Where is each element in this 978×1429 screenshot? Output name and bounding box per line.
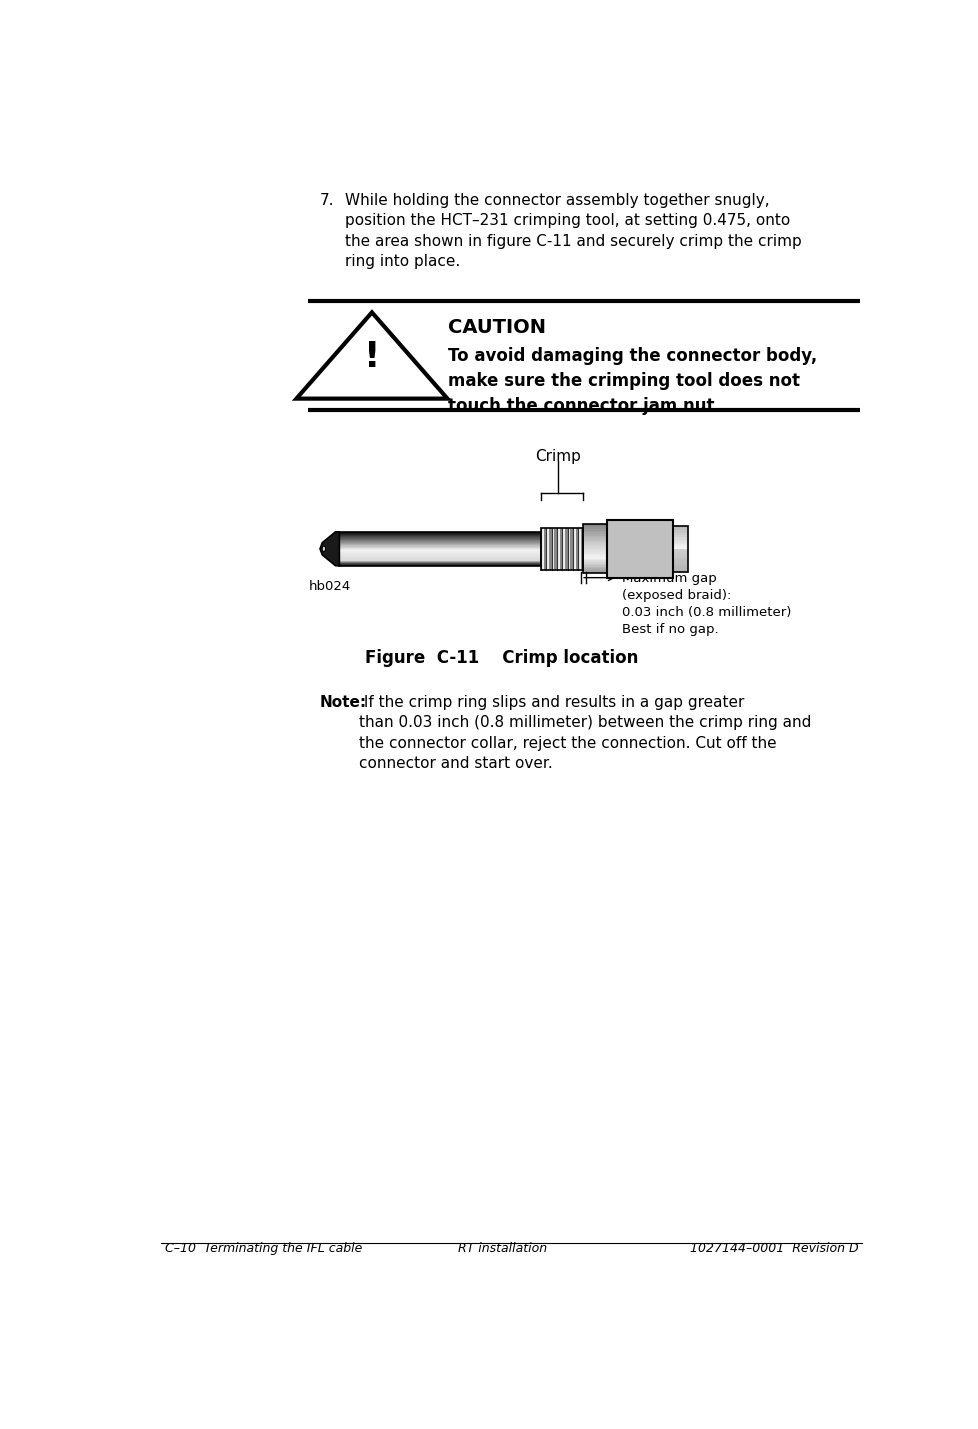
Bar xyxy=(561,527,564,570)
Bar xyxy=(546,527,549,570)
Bar xyxy=(672,549,688,552)
Bar xyxy=(569,527,572,570)
Text: !: ! xyxy=(363,340,379,374)
Text: If the crimp ring slips and results in a gap greater
than 0.03 inch (0.8 millime: If the crimp ring slips and results in a… xyxy=(358,694,811,772)
Bar xyxy=(583,539,606,540)
Bar xyxy=(583,550,606,552)
Text: Crimp: Crimp xyxy=(534,449,580,463)
Text: Figure  C-11    Crimp location: Figure C-11 Crimp location xyxy=(365,649,639,667)
Text: Note:: Note: xyxy=(320,694,367,710)
Bar xyxy=(672,552,688,553)
Bar xyxy=(583,530,606,533)
Bar xyxy=(583,529,606,530)
Bar xyxy=(583,549,606,550)
Bar xyxy=(564,527,567,570)
Text: Maximum gap
(exposed braid):
0.03 inch (0.8 millimeter)
Best if no gap.: Maximum gap (exposed braid): 0.03 inch (… xyxy=(622,572,791,636)
Bar xyxy=(583,557,606,559)
Bar xyxy=(672,569,688,572)
Bar xyxy=(580,527,583,570)
Bar xyxy=(583,552,606,553)
Bar xyxy=(549,527,551,570)
Bar xyxy=(672,546,688,549)
Bar xyxy=(672,567,688,570)
Bar xyxy=(583,534,606,536)
Bar xyxy=(583,563,606,566)
Bar xyxy=(583,543,606,546)
Bar xyxy=(606,520,672,579)
Bar xyxy=(672,537,688,540)
Bar xyxy=(672,542,688,544)
Bar xyxy=(578,527,580,570)
Text: CAUTION: CAUTION xyxy=(447,317,546,337)
Bar xyxy=(672,564,688,567)
Bar xyxy=(672,544,688,546)
Bar xyxy=(540,527,543,570)
Bar xyxy=(583,562,606,563)
Bar xyxy=(672,530,688,533)
Bar xyxy=(583,547,606,549)
Text: C–10  Terminating the IFL cable: C–10 Terminating the IFL cable xyxy=(165,1242,362,1255)
Bar xyxy=(551,527,554,570)
Bar xyxy=(583,524,606,573)
Bar xyxy=(583,556,606,557)
Bar xyxy=(583,569,606,570)
Text: 7.: 7. xyxy=(320,193,334,209)
Bar xyxy=(583,527,606,529)
Bar xyxy=(672,539,688,542)
Bar xyxy=(583,542,606,544)
Bar xyxy=(583,567,606,569)
Bar xyxy=(572,527,575,570)
Bar xyxy=(583,526,606,527)
Bar xyxy=(567,527,569,570)
Bar xyxy=(583,572,606,573)
Bar xyxy=(540,527,583,570)
Bar xyxy=(672,527,688,530)
Text: hb024: hb024 xyxy=(308,580,350,593)
Bar xyxy=(583,570,606,572)
Text: RT installation: RT installation xyxy=(457,1242,546,1255)
Bar xyxy=(583,536,606,537)
Bar xyxy=(606,520,672,579)
Bar xyxy=(672,553,688,556)
Bar xyxy=(556,527,559,570)
Text: To avoid damaging the connector body,
make sure the crimping tool does not
touch: To avoid damaging the connector body, ma… xyxy=(447,347,817,414)
Bar xyxy=(672,526,688,527)
Bar xyxy=(672,560,688,563)
Bar xyxy=(554,527,556,570)
Bar xyxy=(583,559,606,560)
Bar xyxy=(672,534,688,537)
Bar xyxy=(583,546,606,547)
Bar xyxy=(583,524,606,526)
Bar xyxy=(575,527,578,570)
Bar xyxy=(583,553,606,556)
Bar xyxy=(583,532,606,534)
Text: 1027144–0001  Revision D: 1027144–0001 Revision D xyxy=(689,1242,858,1255)
Bar xyxy=(672,563,688,564)
Bar xyxy=(339,532,540,566)
Ellipse shape xyxy=(322,546,326,552)
Bar xyxy=(583,537,606,539)
Bar xyxy=(583,560,606,562)
Bar xyxy=(543,527,546,570)
Polygon shape xyxy=(320,532,339,566)
Bar xyxy=(672,557,688,560)
Bar xyxy=(672,533,688,534)
Bar xyxy=(540,527,583,570)
Bar xyxy=(583,564,606,567)
Bar xyxy=(672,526,688,572)
Text: While holding the connector assembly together snugly,
position the HCT–231 crimp: While holding the connector assembly tog… xyxy=(344,193,801,269)
Bar xyxy=(559,527,561,570)
Bar xyxy=(672,556,688,557)
Bar xyxy=(583,540,606,542)
